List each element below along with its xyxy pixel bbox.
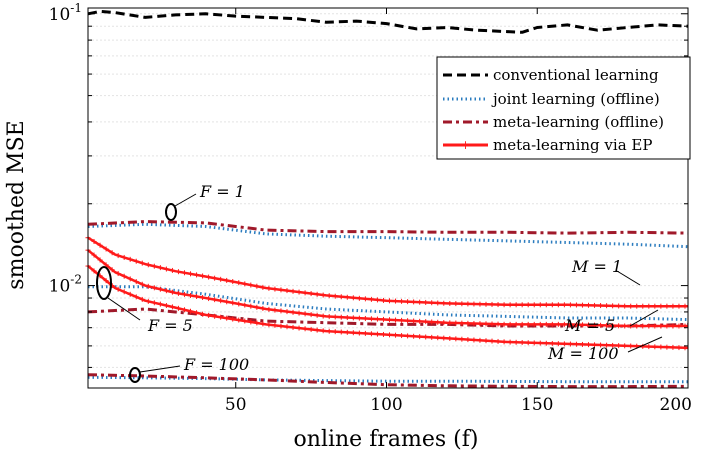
annotation-arrow-m100 [627, 336, 663, 353]
series-line-6 [87, 373, 689, 389]
annotation-label-f100: F = 100 [183, 355, 249, 374]
legend-label-meta-offline: meta-learning (offline) [493, 113, 664, 131]
annotation-ellipse-f1 [165, 203, 177, 221]
series-line-2 [87, 220, 689, 235]
series-line-5 [87, 375, 688, 384]
annotation-arrow-f5 [107, 297, 141, 321]
annotation-label-m1: M = 1 [571, 257, 622, 276]
x-axis-title: online frames (f) [294, 427, 479, 452]
grid-layer [88, 13, 688, 368]
annotation-arrow-m5 [629, 309, 659, 327]
annotation-arrow-f1 [174, 193, 197, 207]
annotation-arrow-m1 [616, 270, 641, 286]
legend-marker-meta-ep: + [460, 138, 470, 152]
legend-label-joint: joint learning (offline) [491, 90, 660, 108]
annotation-label-m5: M = 5 [564, 316, 615, 335]
x-tick-label: 50 [225, 395, 247, 415]
x-tick-label: 200 [660, 395, 692, 415]
y-tick-label: 10-2 [49, 273, 82, 297]
y-axis-title: smoothed MSE [4, 120, 29, 289]
annotation-label-f1: F = 1 [199, 182, 245, 201]
series-line-0 [87, 9, 689, 34]
annotation-label-m100: M = 100 [547, 344, 619, 363]
annotation-ellipse-f5 [96, 266, 112, 300]
series-line-1 [87, 222, 689, 249]
plot-frame [87, 7, 689, 389]
annotation-label-f5: F = 5 [147, 316, 193, 335]
annotation-arrow-f100 [139, 365, 181, 373]
tick-layer: 50 100 150 200 10-1 10-2 [49, 1, 692, 415]
y-tick-label: 10-1 [49, 1, 82, 25]
annotation-ellipse-f100 [129, 367, 141, 383]
legend-label-conventional: conventional learning [493, 66, 659, 84]
legend: conventional learning joint learning (of… [436, 56, 691, 160]
legend-label-meta-ep: meta-learning via EP [493, 136, 652, 154]
x-tick-label: 150 [521, 395, 553, 415]
annotation-layer: F = 1 F = 5 F = 100 M = 1 M = 5 M = 100 [96, 182, 663, 383]
x-tick-label: 100 [370, 395, 402, 415]
series-layer [85, 9, 689, 389]
